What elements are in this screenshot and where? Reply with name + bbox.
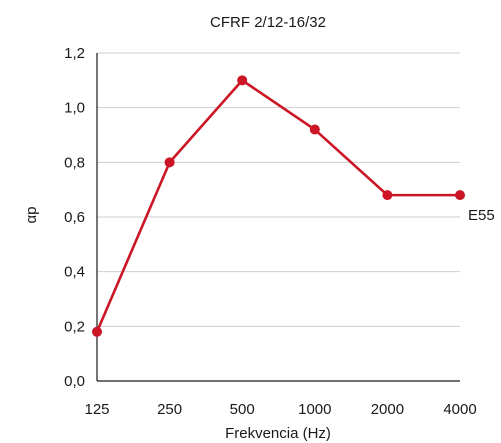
data-point xyxy=(309,124,320,135)
chart-title: CFRF 2/12-16/32 xyxy=(210,14,326,31)
x-tick-label: 500 xyxy=(230,401,255,418)
x-tick-label: 2000 xyxy=(371,401,404,418)
data-point xyxy=(92,326,102,337)
y-tick-label: 1,2 xyxy=(64,45,85,62)
data-point xyxy=(382,190,393,201)
y-tick-label: 0,8 xyxy=(64,154,85,171)
x-tick-label: 125 xyxy=(84,401,109,418)
x-tick-labels: 125 250 500 1000 2000 4000 xyxy=(84,401,476,418)
data-point xyxy=(237,75,248,86)
y-tick-label: 1,0 xyxy=(64,100,85,117)
x-tick-label: 1000 xyxy=(298,401,331,418)
y-axis-label: αp xyxy=(23,206,40,223)
series-line xyxy=(95,79,460,333)
series-layer: E55 xyxy=(92,75,495,337)
grid-lines xyxy=(97,52,460,327)
y-tick-label: 0,2 xyxy=(64,318,85,335)
data-point xyxy=(455,190,465,201)
y-tick-label: 0,4 xyxy=(64,264,85,281)
x-tick-label: 250 xyxy=(157,401,182,418)
y-tick-label: 0,6 xyxy=(64,209,85,226)
series-label: E55 xyxy=(468,207,495,224)
y-tick-labels: 0,0 0,2 0,4 0,6 0,8 1,0 1,2 xyxy=(64,45,85,390)
x-axis-label: Frekvencia (Hz) xyxy=(225,425,331,442)
y-tick-label: 0,0 xyxy=(64,373,85,390)
data-point xyxy=(164,157,175,168)
x-tick-label: 4000 xyxy=(443,401,476,418)
